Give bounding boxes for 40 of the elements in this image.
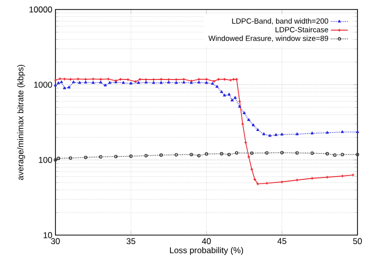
- point: [126, 78, 130, 82]
- point: [56, 156, 60, 160]
- y-axis-title: average/minimax bitrate (kbps): [17, 65, 26, 180]
- point: [129, 154, 133, 158]
- point: [144, 154, 148, 158]
- point: [250, 152, 254, 156]
- y-tick-label: 10000: [30, 6, 52, 13]
- point: [114, 155, 118, 158]
- point: [159, 154, 163, 157]
- point: [197, 154, 201, 158]
- x-tick-label: 45: [277, 238, 286, 244]
- x-tick-label: 30: [51, 238, 60, 244]
- x-tick-label: 50: [353, 238, 362, 244]
- point: [265, 151, 269, 155]
- y-tick-label: 1000: [34, 82, 52, 88]
- y-tick-label: 100: [38, 157, 52, 164]
- point: [99, 155, 102, 159]
- point: [84, 156, 88, 160]
- point: [220, 152, 224, 156]
- point: [144, 78, 148, 82]
- point: [62, 78, 66, 81]
- point: [340, 174, 344, 178]
- point: [134, 80, 138, 84]
- x-tick-label: 35: [126, 238, 136, 244]
- point: [295, 151, 299, 155]
- point: [234, 151, 238, 155]
- point: [174, 153, 178, 157]
- point: [310, 152, 314, 156]
- x-axis-title: Loss probability (%): [170, 247, 244, 256]
- point: [152, 78, 156, 82]
- point: [295, 178, 299, 182]
- x-tick-label: 40: [202, 238, 211, 244]
- point: [280, 151, 284, 155]
- point: [280, 180, 284, 184]
- point: [340, 153, 344, 156]
- point: [333, 154, 337, 157]
- y-tick-label: 10: [44, 232, 52, 238]
- point: [326, 152, 329, 156]
- point: [190, 153, 194, 156]
- point: [227, 153, 231, 156]
